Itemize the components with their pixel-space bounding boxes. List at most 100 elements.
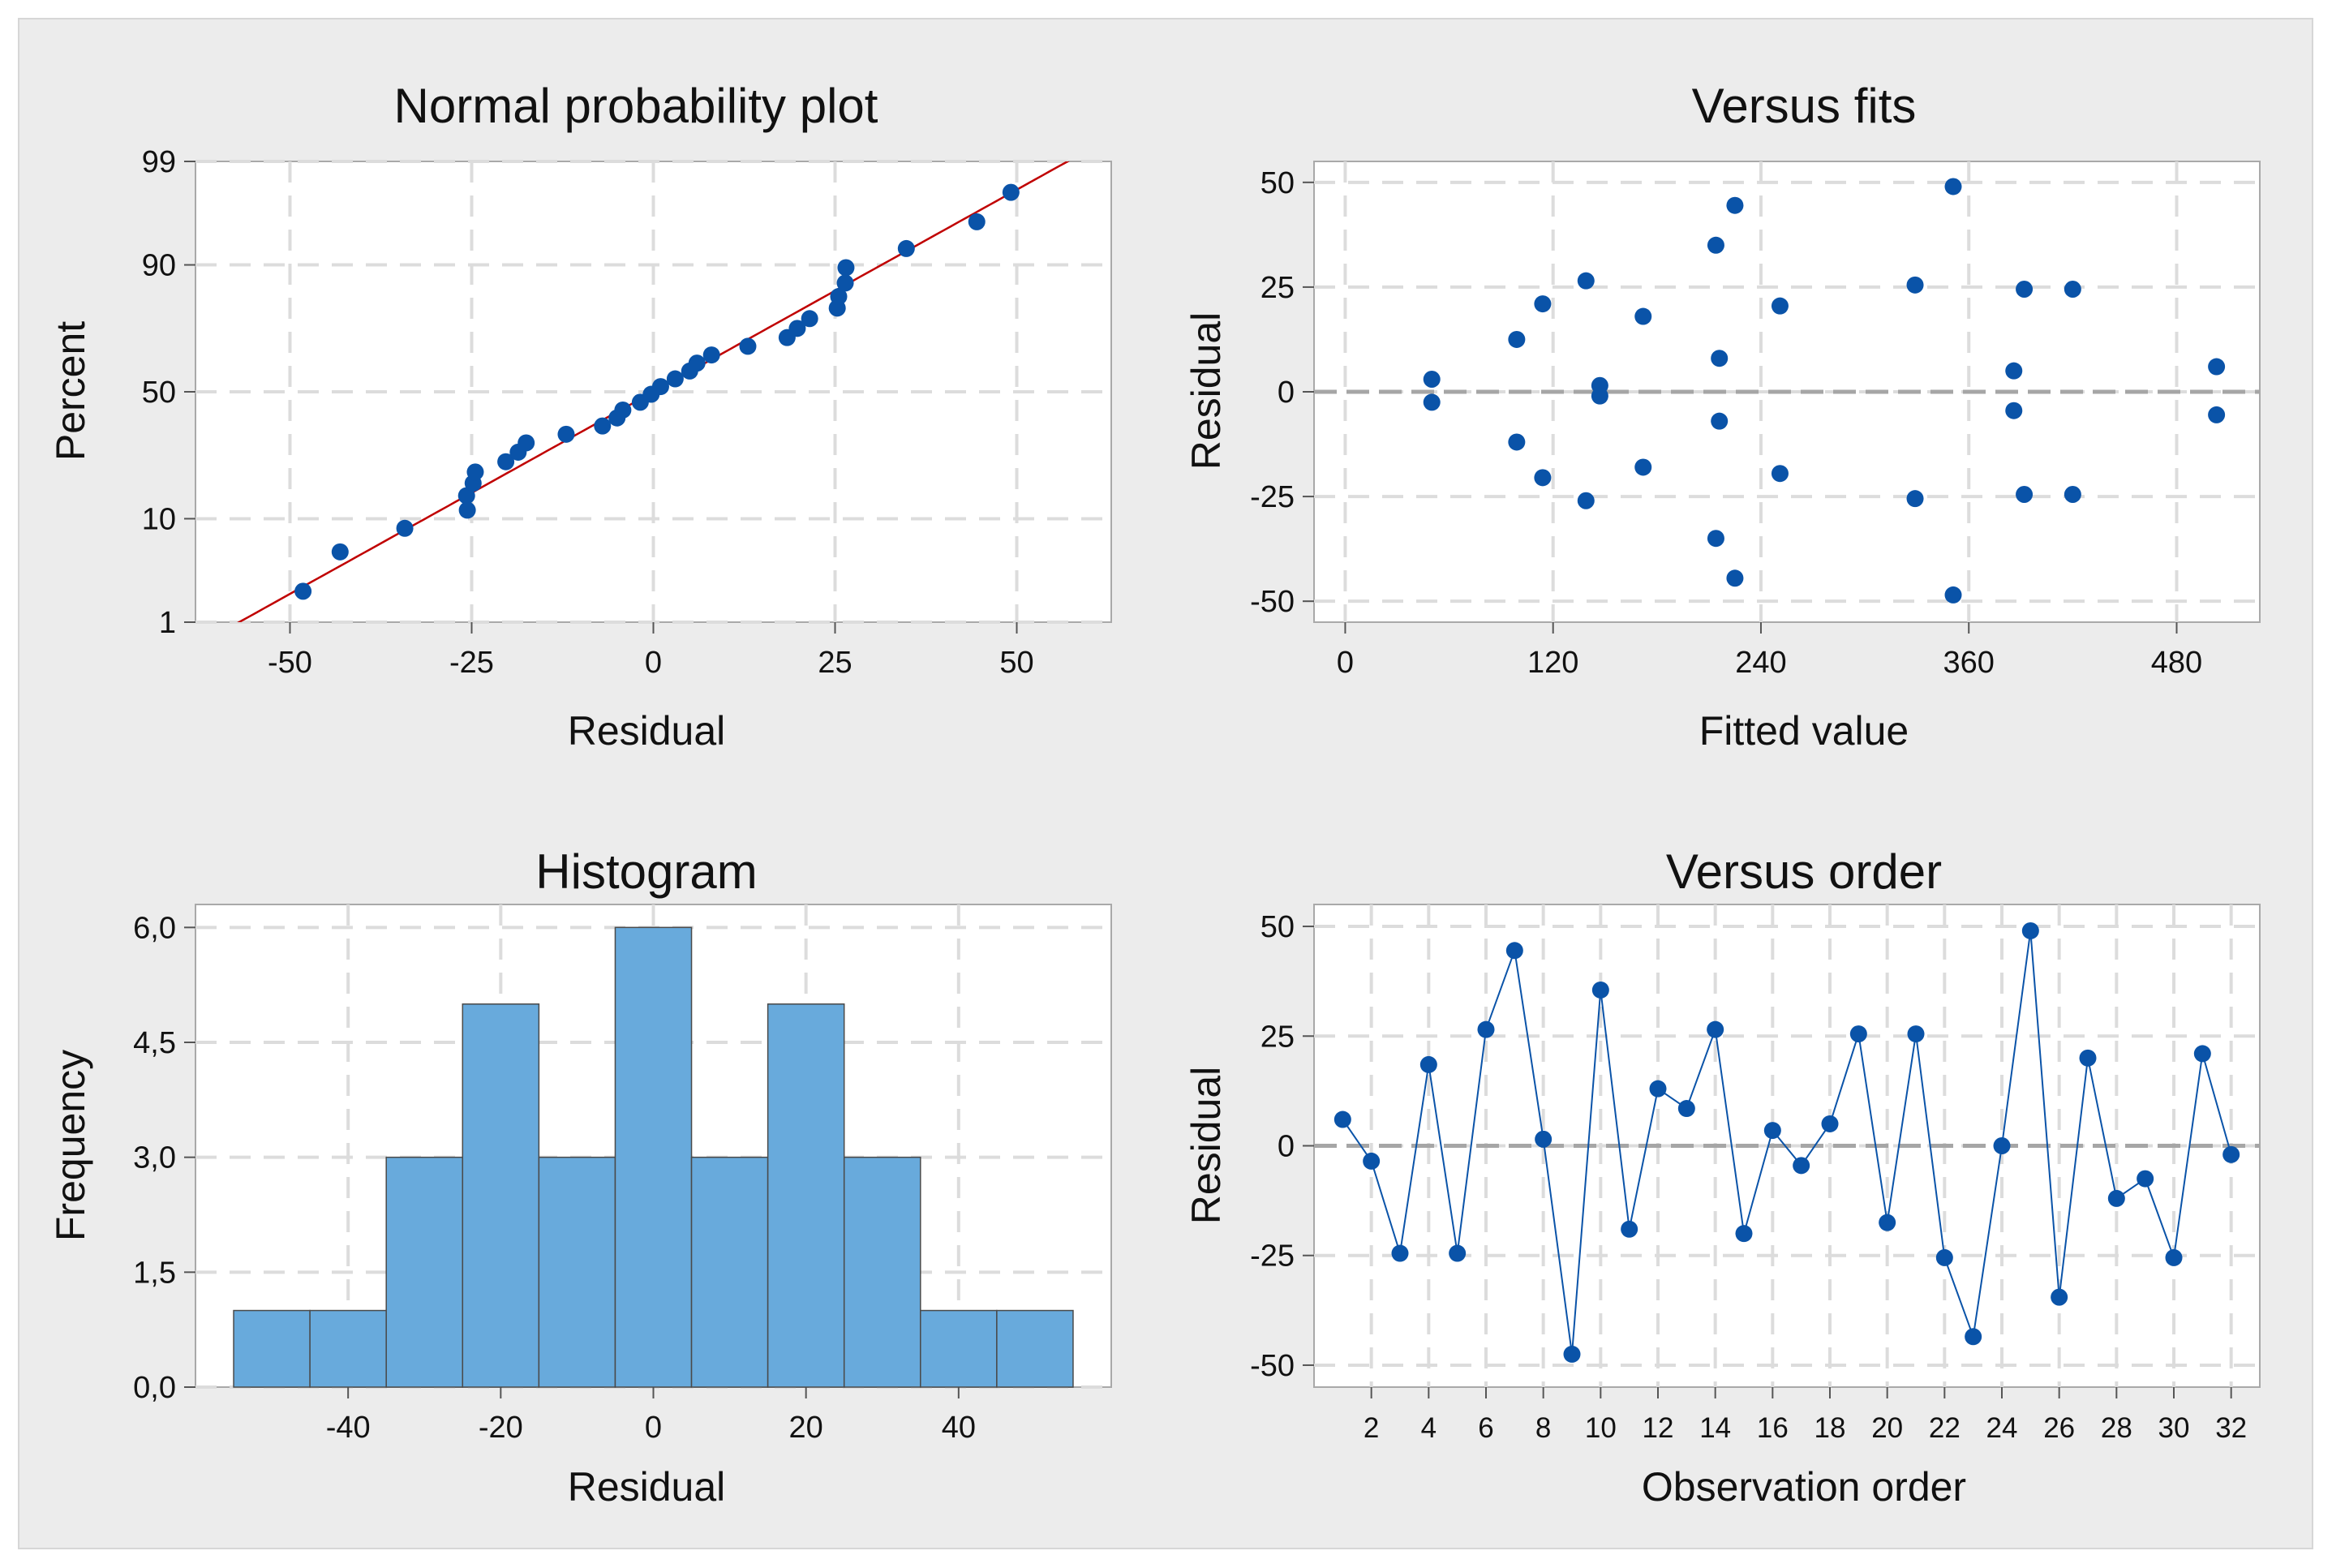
fits-point bbox=[1423, 393, 1441, 411]
npp-ylabel: Percent bbox=[48, 321, 93, 461]
order-point bbox=[2079, 1049, 2097, 1067]
order-xtick-label: 18 bbox=[1814, 1412, 1846, 1444]
hist-bar bbox=[920, 1309, 998, 1388]
npp-xtick-label: -25 bbox=[449, 646, 494, 680]
order-point bbox=[2107, 1189, 2125, 1207]
order-xtick-label: 16 bbox=[1757, 1412, 1789, 1444]
fits-xlabel: Fitted value bbox=[1699, 708, 1909, 754]
npp-point bbox=[594, 417, 612, 435]
hist-ytick-label: 1,5 bbox=[133, 1256, 176, 1290]
hist-bar bbox=[614, 926, 693, 1388]
order-series-line bbox=[1342, 930, 2232, 1355]
fits-point bbox=[1711, 350, 1729, 367]
order-point bbox=[2051, 1288, 2068, 1306]
fits-xtick-label: 480 bbox=[2151, 646, 2202, 680]
order-xtick-label: 6 bbox=[1478, 1412, 1493, 1444]
fits-point bbox=[1707, 236, 1724, 254]
order-xtick-label: 28 bbox=[2101, 1412, 2132, 1444]
hist-bar bbox=[767, 1003, 845, 1388]
order-point bbox=[1965, 1328, 1982, 1346]
fits-point bbox=[1711, 412, 1729, 430]
fits-point bbox=[2208, 358, 2226, 376]
npp-title: Normal probability plot bbox=[394, 79, 878, 133]
npp-point bbox=[702, 346, 720, 364]
order-xtick-label: 20 bbox=[1871, 1412, 1903, 1444]
order-point bbox=[1505, 942, 1523, 960]
fits-point bbox=[1944, 178, 1962, 195]
order-xtick-label: 30 bbox=[2158, 1412, 2190, 1444]
hist-chart: -40 -20 0 20 40 0,0 1,5 3,0 4,5 6,0 Histogram Resid… bbox=[48, 844, 1112, 1510]
order-point bbox=[1563, 1345, 1581, 1363]
order-xlabel: Observation order bbox=[1642, 1464, 1966, 1510]
npp-point bbox=[1002, 183, 1020, 201]
order-title: Versus order bbox=[1666, 844, 1942, 899]
fits-point bbox=[1771, 465, 1789, 483]
npp-point bbox=[497, 453, 515, 470]
hist-ytick-label: 4,5 bbox=[133, 1026, 176, 1060]
order-point bbox=[2165, 1248, 2183, 1266]
npp-point bbox=[968, 213, 986, 230]
npp-point bbox=[294, 582, 312, 600]
hist-ylabel: Frequency bbox=[48, 1050, 93, 1241]
npp-ytick-label: 99 bbox=[142, 145, 176, 179]
figure-panel: -50 -25 0 25 50 1 10 50 90 99 Normal probability p… bbox=[18, 18, 2313, 1549]
order-point bbox=[2222, 1145, 2240, 1163]
order-point bbox=[1449, 1244, 1467, 1262]
hist-xlabel: Residual bbox=[568, 1464, 726, 1510]
npp-xtick-label: 0 bbox=[645, 646, 662, 680]
fits-point bbox=[1534, 295, 1552, 313]
order-point bbox=[1677, 1100, 1695, 1118]
hist-bar bbox=[462, 1003, 540, 1388]
order-point bbox=[1821, 1115, 1839, 1132]
hist-xtick-label: -40 bbox=[326, 1411, 371, 1445]
fits-point bbox=[1726, 569, 1744, 587]
fits-point bbox=[1508, 330, 1526, 348]
npp-point bbox=[457, 487, 475, 505]
order-xtick-label: 22 bbox=[1929, 1412, 1961, 1444]
hist-bar bbox=[309, 1309, 387, 1388]
order-point bbox=[1907, 1025, 1925, 1043]
npp-point bbox=[666, 370, 684, 388]
order-point bbox=[2137, 1170, 2154, 1188]
order-point bbox=[1591, 981, 1609, 999]
order-point bbox=[1849, 1025, 1867, 1043]
order-point bbox=[1879, 1214, 1896, 1231]
npp-ytick-label: 90 bbox=[142, 249, 176, 283]
npp-xtick-label: 25 bbox=[818, 646, 852, 680]
order-xtick-label: 4 bbox=[1421, 1412, 1437, 1444]
fits-title: Versus fits bbox=[1692, 79, 1917, 133]
order-ytick-label: -50 bbox=[1250, 1349, 1295, 1383]
fits-point bbox=[1534, 469, 1552, 487]
fits-point bbox=[1577, 492, 1595, 509]
fits-point bbox=[2005, 402, 2023, 419]
fits-chart: 0 120 240 360 480 50 25 0 -25 -50 Versus fits Fitte… bbox=[1183, 79, 2261, 754]
fits-point bbox=[1423, 371, 1441, 389]
hist-bar bbox=[385, 1156, 464, 1388]
order-xtick-label: 24 bbox=[1986, 1412, 2018, 1444]
npp-point bbox=[466, 463, 484, 481]
order-point bbox=[1649, 1080, 1667, 1098]
fits-point bbox=[1944, 586, 1962, 604]
order-ytick-label: 25 bbox=[1260, 1020, 1295, 1054]
order-xtick-label: 26 bbox=[2043, 1412, 2075, 1444]
order-point bbox=[1363, 1152, 1381, 1170]
npp-ytick-label: 50 bbox=[142, 376, 176, 410]
fits-xtick-label: 120 bbox=[1527, 646, 1578, 680]
hist-xtick-label: 0 bbox=[645, 1411, 662, 1445]
order-chart: 2 4 6 8 10 12 14 16 18 20 22 24 26 28 30 3250250-25-50V… bbox=[1183, 844, 2261, 1510]
npp-point bbox=[614, 401, 632, 419]
hist-bar bbox=[843, 1156, 921, 1388]
npp-point bbox=[739, 337, 757, 355]
fits-point bbox=[1634, 307, 1652, 325]
order-point bbox=[2021, 921, 2039, 939]
hist-bar bbox=[233, 1309, 311, 1388]
order-ytick-label: 50 bbox=[1260, 910, 1295, 944]
fits-point bbox=[1508, 433, 1526, 451]
hist-xtick-label: -20 bbox=[479, 1411, 523, 1445]
fits-ylabel: Residual bbox=[1183, 312, 1229, 470]
fits-point bbox=[1726, 196, 1744, 214]
npp-point bbox=[837, 259, 855, 277]
npp-ytick-label: 1 bbox=[159, 606, 176, 640]
hist-bar bbox=[996, 1309, 1074, 1388]
order-xtick-label: 32 bbox=[2215, 1412, 2247, 1444]
